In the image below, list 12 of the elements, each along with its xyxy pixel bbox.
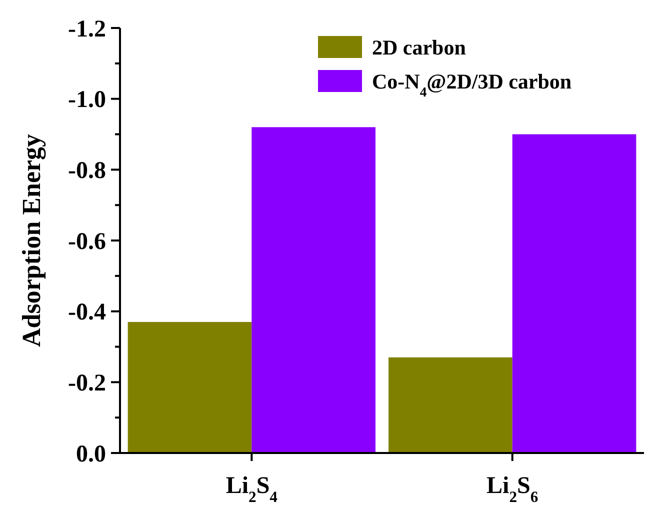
legend-label: Co-N$_{4}$@2D/3D carbon [372,69,572,99]
y-tick-label: -0.2 [68,370,106,397]
x-tick-label: Li$_{2}$S$_{6}$ [486,473,538,506]
legend-label: 2D carbon [372,35,466,60]
y-tick-label: -0.4 [68,300,106,326]
y-axis-title: Adsorption Energy [17,134,46,348]
x-tick-label: Li$_{2}$S$_{4}$ [226,473,278,506]
y-tick-label: 0.0 [76,441,106,468]
y-tick-label: -1.2 [68,16,106,42]
y-tick-label: -1.0 [68,87,106,114]
y-tick-label: -0.8 [68,158,106,184]
y-tick-label: -0.6 [68,228,106,255]
